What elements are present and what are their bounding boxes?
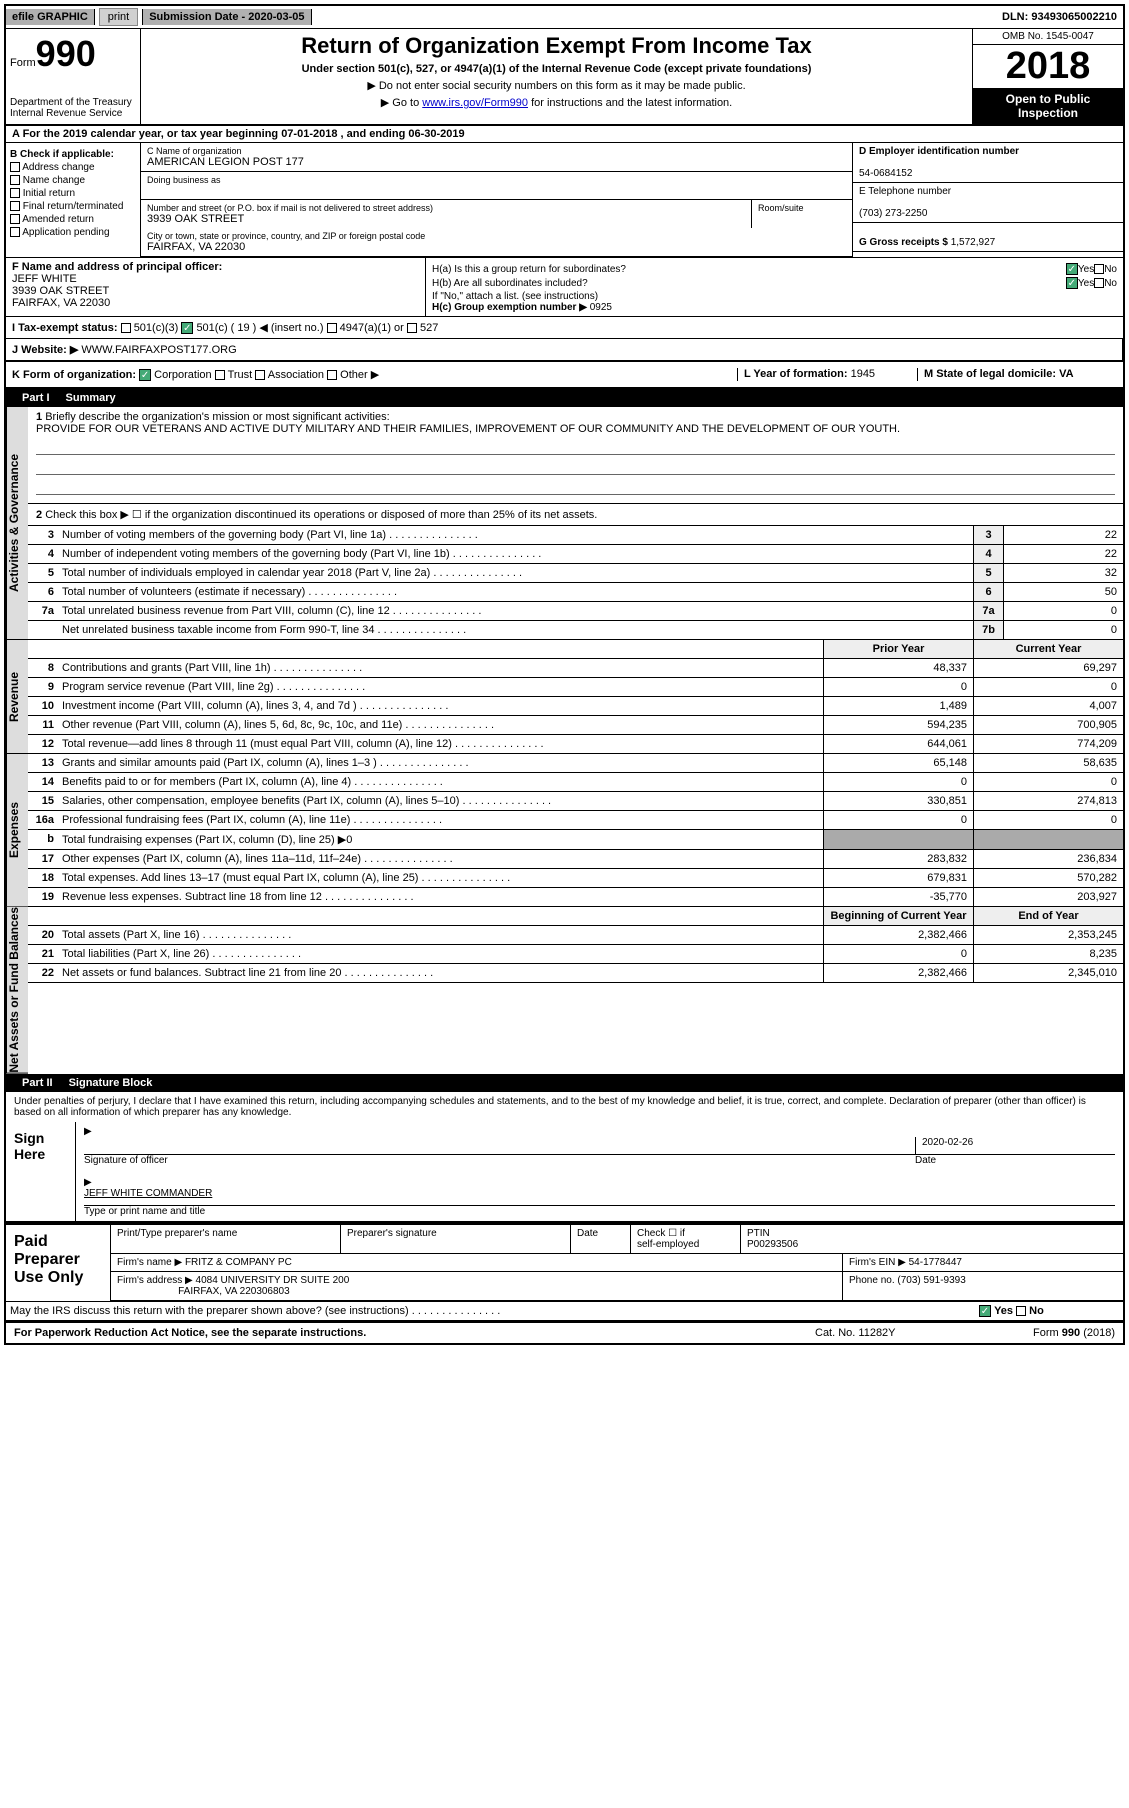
note-ssn: ▶ Do not enter social security numbers o… bbox=[145, 79, 968, 92]
chk-discuss-yes[interactable]: ✓ bbox=[979, 1305, 991, 1317]
preparer-grid: Print/Type preparer's name Preparer's si… bbox=[111, 1225, 1123, 1301]
tax-status-row: I Tax-exempt status: 501(c)(3) ✓ 501(c) … bbox=[6, 317, 1123, 339]
chk-ha-no[interactable] bbox=[1094, 264, 1104, 274]
data-line: 14Benefits paid to or for members (Part … bbox=[28, 773, 1123, 792]
tel-row: E Telephone number (703) 273-2250 bbox=[853, 183, 1123, 223]
paid-preparer-label: Paid Preparer Use Only bbox=[6, 1225, 111, 1301]
rev-header: Prior Year Current Year bbox=[28, 640, 1123, 659]
chk-501c3[interactable] bbox=[121, 323, 131, 333]
data-line: 8Contributions and grants (Part VIII, li… bbox=[28, 659, 1123, 678]
perjury-text: Under penalties of perjury, I declare th… bbox=[6, 1092, 1123, 1122]
chk-discuss-no[interactable] bbox=[1016, 1306, 1026, 1316]
gov-line: Net unrelated business taxable income fr… bbox=[28, 621, 1123, 640]
data-line: 21Total liabilities (Part X, line 26) 08… bbox=[28, 945, 1123, 964]
form-header: Form990 Department of the Treasury Inter… bbox=[6, 29, 1123, 126]
print-button[interactable]: print bbox=[99, 8, 138, 26]
data-line: 19Revenue less expenses. Subtract line 1… bbox=[28, 888, 1123, 907]
gov-line: 6Total number of volunteers (estimate if… bbox=[28, 583, 1123, 602]
data-line: 12Total revenue—add lines 8 through 11 (… bbox=[28, 735, 1123, 754]
vtab-netassets: Net Assets or Fund Balances bbox=[6, 907, 28, 1074]
chk-corp[interactable]: ✓ bbox=[139, 369, 151, 381]
form-subtitle: Under section 501(c), 527, or 4947(a)(1)… bbox=[145, 63, 968, 75]
org-name-row: C Name of organization AMERICAN LEGION P… bbox=[141, 143, 852, 172]
data-line: 22Net assets or fund balances. Subtract … bbox=[28, 964, 1123, 983]
chk-initial[interactable] bbox=[10, 188, 20, 198]
chk-assoc[interactable] bbox=[255, 370, 265, 380]
part1-header: Part ISummary bbox=[6, 389, 1123, 407]
gross-row: G Gross receipts $ 1,572,927 bbox=[853, 223, 1123, 252]
efile-label: efile GRAPHIC bbox=[6, 9, 95, 25]
chk-address[interactable] bbox=[10, 162, 20, 172]
dba-row: Doing business as bbox=[141, 172, 852, 200]
top-bar: efile GRAPHIC print Submission Date - 20… bbox=[6, 6, 1123, 29]
chk-name[interactable] bbox=[10, 175, 20, 185]
state-domicile: M State of legal domicile: VA bbox=[917, 368, 1117, 381]
gov-line: 5Total number of individuals employed in… bbox=[28, 564, 1123, 583]
form-title: Return of Organization Exempt From Incom… bbox=[145, 33, 968, 59]
ein-row: D Employer identification number 54-0684… bbox=[853, 143, 1123, 183]
discuss-row: May the IRS discuss this return with the… bbox=[6, 1301, 1123, 1321]
chk-amended[interactable] bbox=[10, 214, 20, 224]
form-word: Form bbox=[10, 57, 36, 69]
gov-line: 4Number of independent voting members of… bbox=[28, 545, 1123, 564]
vtab-expenses: Expenses bbox=[6, 754, 28, 907]
address-row: Number and street (or P.O. box if mail i… bbox=[141, 200, 852, 228]
na-header: Beginning of Current Year End of Year bbox=[28, 907, 1123, 926]
chk-hb-yes[interactable]: ✓ bbox=[1066, 277, 1078, 289]
part2-header: Part IISignature Block bbox=[6, 1074, 1123, 1092]
chk-4947[interactable] bbox=[327, 323, 337, 333]
tax-year: 2018 bbox=[973, 45, 1123, 88]
form-org-row: K Form of organization: ✓ Corporation Tr… bbox=[12, 368, 737, 381]
q2-block: 2 Check this box ▶ ☐ if the organization… bbox=[28, 504, 1123, 526]
chk-other[interactable] bbox=[327, 370, 337, 380]
chk-trust[interactable] bbox=[215, 370, 225, 380]
data-line: 10Investment income (Part VIII, column (… bbox=[28, 697, 1123, 716]
submission-date: Submission Date - 2020-03-05 bbox=[142, 9, 311, 25]
data-line: 18Total expenses. Add lines 13–17 (must … bbox=[28, 869, 1123, 888]
chk-hb-no[interactable] bbox=[1094, 278, 1104, 288]
col-b-checkboxes: B Check if applicable: Address change Na… bbox=[6, 143, 141, 257]
form-number: 990 bbox=[36, 33, 96, 74]
group-return-box: H(a) Is this a group return for subordin… bbox=[426, 258, 1123, 316]
omb-number: OMB No. 1545-0047 bbox=[973, 29, 1123, 45]
page-footer: For Paperwork Reduction Act Notice, see … bbox=[6, 1321, 1123, 1343]
line-a: A For the 2019 calendar year, or tax yea… bbox=[6, 126, 1123, 143]
data-line: 15Salaries, other compensation, employee… bbox=[28, 792, 1123, 811]
mission-block: 1 Briefly describe the organization's mi… bbox=[28, 407, 1123, 504]
inspection-badge: Open to PublicInspection bbox=[973, 88, 1123, 124]
dln-label: DLN: 93493065002210 bbox=[996, 9, 1123, 25]
irs-link[interactable]: www.irs.gov/Form990 bbox=[422, 97, 528, 109]
data-line: 11Other revenue (Part VIII, column (A), … bbox=[28, 716, 1123, 735]
vtab-activities: Activities & Governance bbox=[6, 407, 28, 640]
chk-501c[interactable]: ✓ bbox=[181, 322, 193, 334]
data-line: 17Other expenses (Part IX, column (A), l… bbox=[28, 850, 1123, 869]
chk-527[interactable] bbox=[407, 323, 417, 333]
data-line: 20Total assets (Part X, line 16) 2,382,4… bbox=[28, 926, 1123, 945]
data-line: 9Program service revenue (Part VIII, lin… bbox=[28, 678, 1123, 697]
sign-here-label: Sign Here bbox=[6, 1122, 76, 1221]
note-link: ▶ Go to www.irs.gov/Form990 for instruct… bbox=[145, 96, 968, 109]
data-line: 13Grants and similar amounts paid (Part … bbox=[28, 754, 1123, 773]
chk-ha-yes[interactable]: ✓ bbox=[1066, 263, 1078, 275]
year-formation: L Year of formation: 1945 bbox=[737, 368, 917, 381]
officer-box: F Name and address of principal officer:… bbox=[6, 258, 426, 316]
city-row: City or town, state or province, country… bbox=[141, 228, 852, 257]
chk-final[interactable] bbox=[10, 201, 20, 211]
gov-line: 3Number of voting members of the governi… bbox=[28, 526, 1123, 545]
gov-line: 7aTotal unrelated business revenue from … bbox=[28, 602, 1123, 621]
data-line: 16aProfessional fundraising fees (Part I… bbox=[28, 811, 1123, 830]
vtab-revenue: Revenue bbox=[6, 640, 28, 754]
data-line: bTotal fundraising expenses (Part IX, co… bbox=[28, 830, 1123, 850]
dept-label: Department of the Treasury Internal Reve… bbox=[10, 97, 136, 119]
chk-pending[interactable] bbox=[10, 227, 20, 237]
website-row: J Website: ▶ WWW.FAIRFAXPOST177.ORG bbox=[6, 339, 1123, 360]
